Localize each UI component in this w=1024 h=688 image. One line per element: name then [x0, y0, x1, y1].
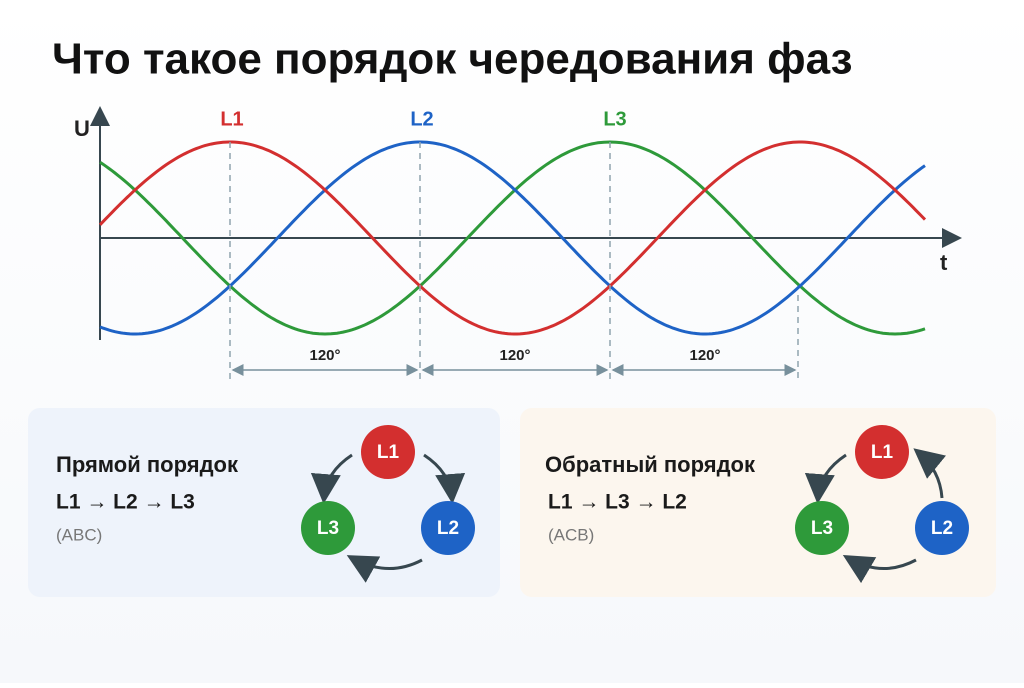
phase-circle [795, 501, 849, 555]
angle-label: 120° [689, 347, 720, 364]
phase-circle [421, 501, 475, 555]
cycle-arrow [842, 554, 917, 584]
guides [229, 142, 799, 382]
graph: U t 120° 120° 120° L1 L2 L3 [74, 106, 962, 382]
card-title: Обратный порядок [545, 452, 756, 477]
phase-circle [301, 501, 355, 555]
phase-wave [98, 140, 927, 336]
phase-wave [99, 140, 926, 336]
cycle-arrow [346, 555, 423, 583]
card-title: Прямой порядок [56, 452, 239, 477]
phase-label: L1 [220, 108, 243, 130]
phase-label: L3 [603, 108, 626, 130]
phase-wave [99, 140, 926, 336]
phase-circle [361, 425, 415, 479]
cycle-arrow [804, 453, 847, 504]
circle-label: L3 [317, 518, 339, 539]
phase-circle [855, 425, 909, 479]
cycle-arrow [913, 448, 947, 499]
card-code: (ACB) [548, 525, 594, 544]
phase-label: L2 [410, 108, 433, 130]
angle-label: 120° [309, 347, 340, 364]
card-code: (ABC) [56, 525, 102, 544]
cycle-arrow [423, 453, 466, 504]
circle-label: L1 [871, 442, 894, 463]
circle-label: L2 [437, 518, 459, 539]
y-axis-label: U [74, 116, 90, 141]
circle-label: L1 [377, 442, 400, 463]
x-axis-label: t [940, 250, 948, 275]
title: Что такое порядок чередования фаз [52, 35, 853, 84]
circle-label: L2 [931, 518, 953, 539]
phase-circle [915, 501, 969, 555]
cycle-arrows [310, 448, 947, 584]
card-sequence: L1 → L3 → L2 [548, 491, 687, 514]
angle-label: 120° [499, 347, 530, 364]
cycle-arrow [310, 453, 353, 504]
circle-label: L3 [811, 518, 833, 539]
card-sequence: L1 → L2 → L3 [56, 491, 195, 514]
